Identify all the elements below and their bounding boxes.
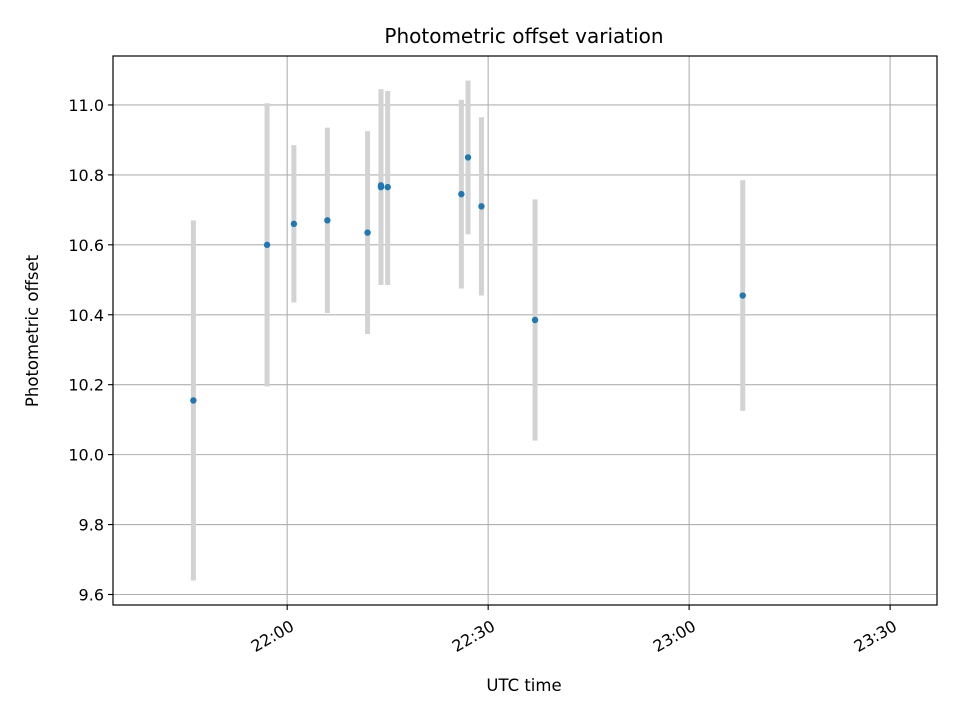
- y-tick-label: 9.6: [79, 586, 104, 605]
- grid: [113, 56, 937, 605]
- y-tick-label: 11.0: [68, 96, 104, 115]
- data-point: [478, 203, 485, 210]
- y-axis-label: Photometric offset: [23, 254, 42, 407]
- data-point: [458, 190, 465, 198]
- data-point: [263, 241, 271, 249]
- x-tick-label: 22:00: [248, 616, 297, 656]
- y-tick-label: 10.2: [68, 376, 104, 395]
- error-bars: [190, 80, 746, 581]
- data-point: [364, 229, 371, 236]
- plot-frame: [112, 55, 938, 606]
- y-tick-label: 9.8: [79, 516, 104, 535]
- chart-title: Photometric offset variation: [384, 24, 663, 48]
- y-tick-label: 10.0: [68, 446, 104, 465]
- x-tick-label: 23:00: [650, 616, 699, 656]
- y-tick-label: 10.6: [68, 236, 104, 255]
- data-point: [739, 292, 746, 299]
- data-point: [377, 182, 385, 189]
- data-point: [384, 183, 391, 191]
- y-tick-label: 10.8: [68, 166, 104, 185]
- data-point: [531, 316, 539, 324]
- x-tick-label: 22:30: [449, 616, 498, 656]
- data-point: [290, 220, 298, 228]
- data-points: [190, 154, 746, 404]
- data-point: [464, 154, 472, 161]
- data-point: [190, 397, 197, 404]
- y-axis-ticks: 9.6 9.8 10.0 10.2 10.4 10.6 10.8 11.0: [68, 96, 113, 605]
- y-tick-label: 10.4: [68, 306, 104, 325]
- data-point: [324, 217, 331, 224]
- x-tick-label: 23:30: [851, 616, 900, 656]
- x-axis-label: UTC time: [486, 676, 561, 695]
